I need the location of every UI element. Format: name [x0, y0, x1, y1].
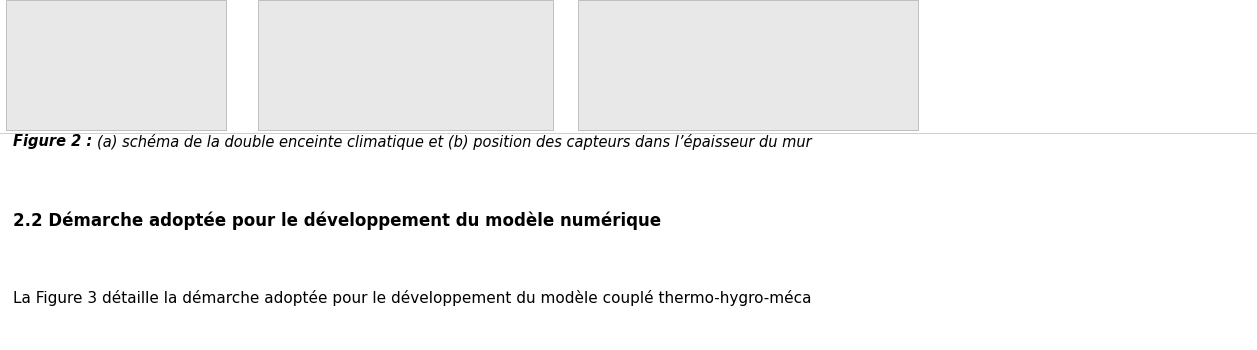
- FancyBboxPatch shape: [6, 0, 226, 130]
- Text: 2.2 Démarche adoptée pour le développement du modèle numérique: 2.2 Démarche adoptée pour le développeme…: [13, 211, 661, 230]
- FancyBboxPatch shape: [578, 0, 918, 130]
- Text: Figure 2 :: Figure 2 :: [13, 134, 97, 149]
- FancyBboxPatch shape: [258, 0, 553, 130]
- Text: La Figure 3 détaille la démarche adoptée pour le développement du modèle couplé : La Figure 3 détaille la démarche adoptée…: [13, 289, 811, 306]
- Text: (a) schéma de la double enceinte climatique et (b) position des capteurs dans l’: (a) schéma de la double enceinte climati…: [97, 134, 821, 150]
